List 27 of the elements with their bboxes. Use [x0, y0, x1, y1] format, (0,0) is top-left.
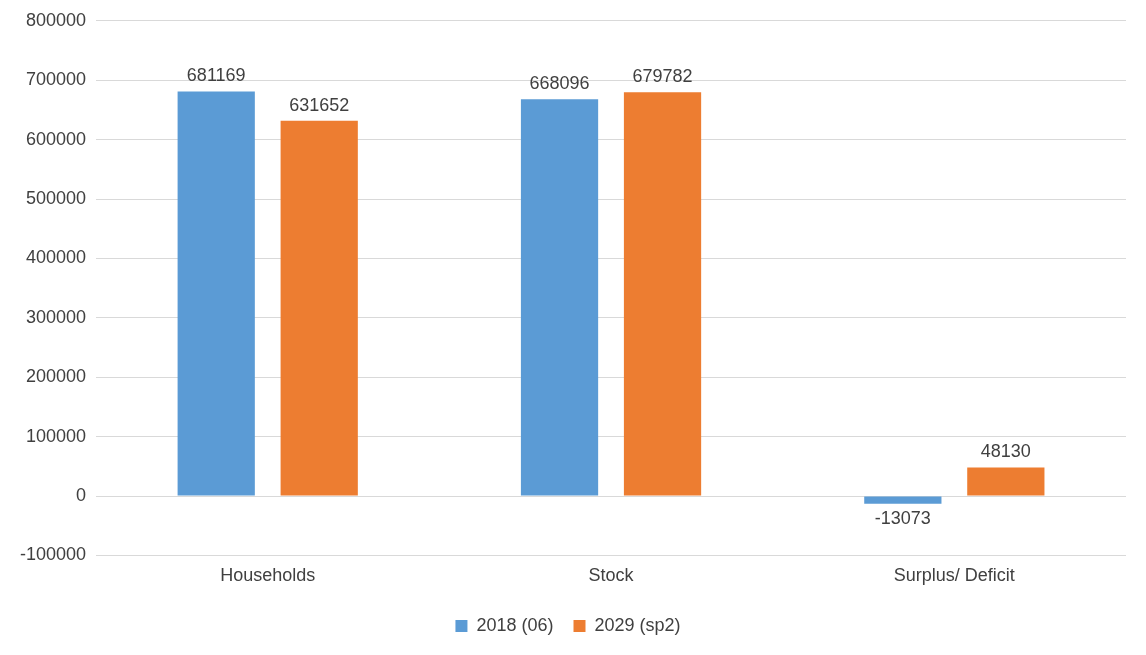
- data-label: 679782: [632, 66, 693, 87]
- data-label: 631652: [289, 94, 350, 115]
- x-tick-label: Stock: [588, 565, 635, 586]
- y-tick-label: -100000: [20, 544, 87, 565]
- data-label: 681169: [186, 65, 246, 86]
- x-tick-label: Households: [220, 565, 316, 586]
- data-label: 48130: [980, 441, 1031, 462]
- bar: [177, 91, 255, 496]
- bar: [623, 92, 702, 496]
- y-tick-label: 800000: [25, 9, 87, 30]
- y-tick-label: 200000: [25, 366, 87, 387]
- y-tick-label: 300000: [25, 306, 87, 327]
- y-tick-label: 600000: [25, 128, 87, 149]
- legend-label: 2018 (06): [476, 614, 554, 635]
- y-tick-label: 400000: [25, 247, 87, 268]
- y-tick-label: 500000: [25, 187, 87, 208]
- legend-label: 2029 (sp2): [594, 614, 681, 635]
- data-label: 668096: [529, 73, 590, 94]
- bar: [280, 120, 358, 496]
- y-tick-label: 100000: [25, 425, 87, 446]
- bar: [520, 99, 599, 496]
- x-tick-label: Surplus/ Deficit: [893, 565, 1015, 586]
- bar: [864, 496, 942, 504]
- data-label: -13073: [874, 507, 931, 528]
- y-tick-label: 700000: [25, 69, 87, 90]
- bar: [967, 467, 1045, 496]
- y-tick-label: 0: [76, 484, 87, 505]
